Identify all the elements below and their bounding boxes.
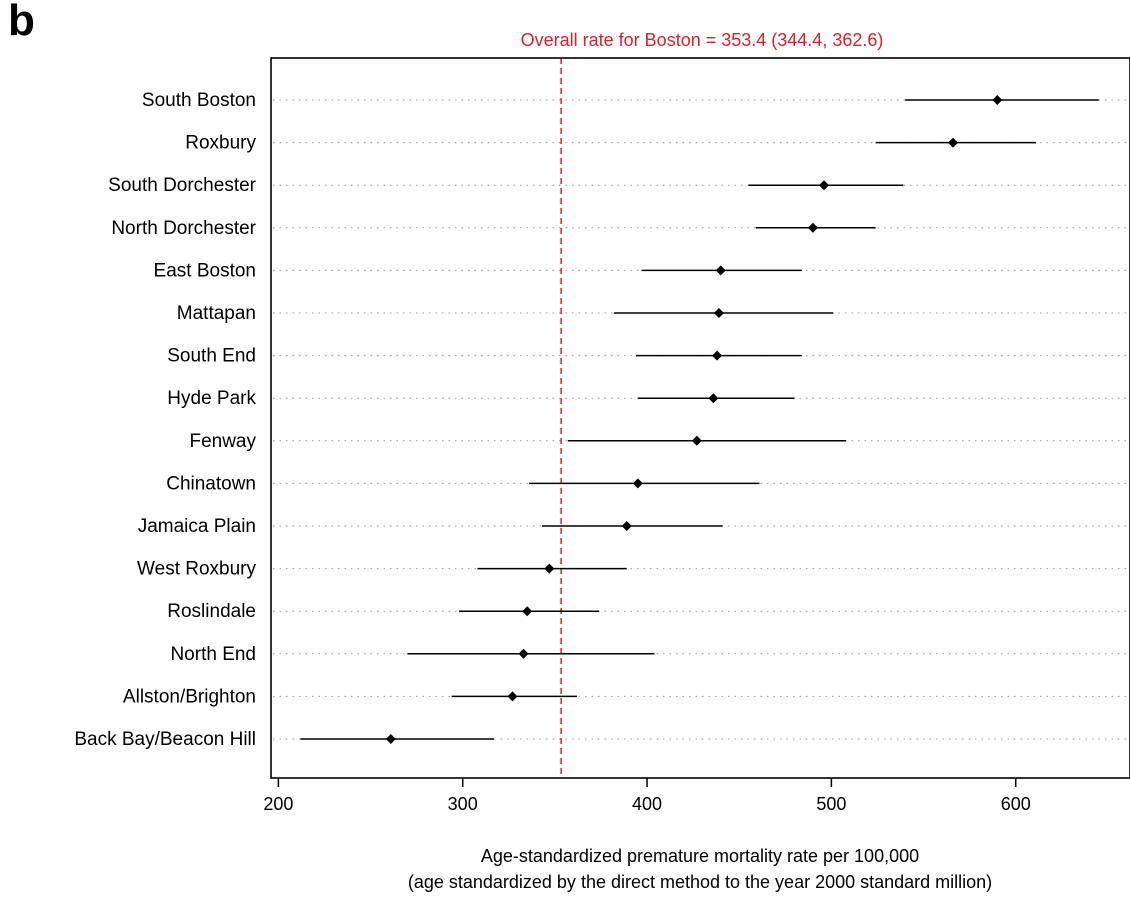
point-estimates <box>385 95 1003 744</box>
point-estimate <box>819 180 830 191</box>
panel-letter: b <box>8 0 35 45</box>
point-estimate <box>518 648 529 659</box>
point-estimate <box>715 265 726 276</box>
point-estimate <box>713 308 724 318</box>
point-estimate <box>522 606 533 617</box>
x-tick-label: 200 <box>263 794 293 814</box>
x-tick-label: 500 <box>816 794 846 814</box>
category-labels: South Boston Roxbury South Dorchester North… <box>74 90 256 750</box>
x-axis: 200 300 400 500 600 <box>263 778 1031 814</box>
category-label: South Dorchester <box>108 175 257 196</box>
point-estimate <box>632 478 643 489</box>
category-label: Chinatown <box>166 473 256 494</box>
confidence-intervals <box>300 99 1099 740</box>
category-label: Allston/Brighton <box>123 686 256 707</box>
point-estimate <box>708 393 719 404</box>
point-estimate <box>385 734 396 744</box>
x-tick-label: 300 <box>448 794 478 814</box>
category-label: Roslindale <box>167 601 256 622</box>
reference-label: Overall rate for Boston = 353.4 (344.4, … <box>521 30 884 50</box>
x-axis-subtitle: (age standardized by the direct method t… <box>408 872 992 892</box>
category-label: West Roxbury <box>137 559 256 580</box>
category-label: Hyde Park <box>167 388 256 409</box>
point-estimate <box>712 350 723 361</box>
category-label: South Boston <box>142 90 256 111</box>
point-estimate <box>507 691 518 702</box>
category-label: Jamaica Plain <box>138 516 256 537</box>
category-label: South End <box>167 346 256 367</box>
category-label: Roxbury <box>185 133 256 154</box>
category-label: North End <box>170 644 256 665</box>
point-estimate <box>807 222 818 233</box>
x-tick-label: 600 <box>1001 794 1031 814</box>
x-tick-label: 400 <box>632 794 662 814</box>
category-label: North Dorchester <box>111 218 256 239</box>
category-label: Mattapan <box>177 303 256 324</box>
category-label: Fenway <box>189 431 256 452</box>
point-estimate <box>691 435 702 446</box>
category-label: East Boston <box>154 260 256 281</box>
point-estimate <box>992 95 1003 105</box>
point-estimate <box>544 563 555 574</box>
grid-lines <box>273 99 1130 740</box>
point-estimate <box>621 521 632 531</box>
point-estimate <box>948 137 959 148</box>
category-label: Back Bay/Beacon Hill <box>74 729 256 750</box>
x-axis-title: Age-standardized premature mortality rat… <box>481 846 919 866</box>
plot-frame <box>270 57 1130 779</box>
